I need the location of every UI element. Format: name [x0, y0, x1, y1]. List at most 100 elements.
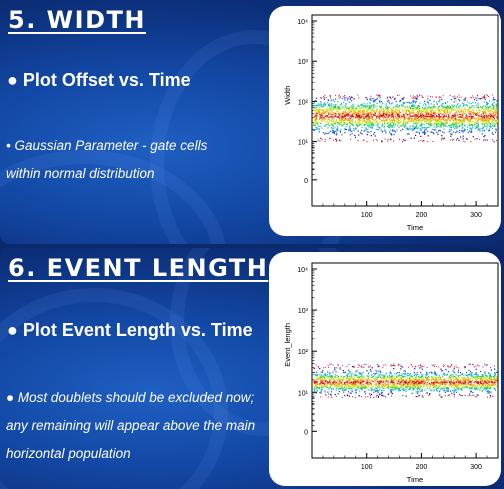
- scatter-point: [330, 116, 332, 118]
- scatter-point: [323, 96, 325, 98]
- scatter-point: [426, 379, 428, 381]
- scatter-point: [396, 372, 398, 374]
- scatter-point: [485, 114, 487, 117]
- scatter-point: [420, 122, 422, 124]
- scatter-point: [416, 95, 418, 97]
- scatter-point: [351, 130, 353, 132]
- scatter-point: [443, 119, 445, 122]
- scatter-point: [478, 116, 480, 118]
- scatter-point: [366, 383, 368, 385]
- scatter-point: [473, 394, 475, 396]
- scatter-point: [354, 111, 357, 113]
- scatter-point: [413, 137, 415, 139]
- scatter-point: [418, 380, 420, 382]
- scatter-point: [398, 383, 401, 385]
- scatter-point: [363, 379, 365, 381]
- scatter-point: [443, 110, 445, 112]
- scatter-point: [391, 365, 393, 367]
- scatter-point: [433, 373, 435, 375]
- scatter-point: [390, 385, 392, 387]
- scatter-point: [347, 383, 349, 385]
- scatter-point: [481, 120, 483, 122]
- scatter-point: [344, 382, 346, 384]
- scatter-point: [447, 388, 450, 390]
- scatter-point: [354, 397, 356, 399]
- scatter-point: [404, 118, 406, 120]
- scatter-point: [415, 396, 417, 398]
- scatter-point: [359, 380, 361, 382]
- scatter-point: [416, 108, 418, 110]
- scatter-point: [455, 385, 457, 387]
- scatter-point: [369, 116, 371, 118]
- scatter-point: [320, 377, 322, 379]
- scatter-point: [316, 382, 318, 385]
- scatter-point: [415, 385, 417, 387]
- scatter-point: [450, 119, 452, 121]
- scatter-point: [379, 95, 381, 97]
- scatter-point: [358, 108, 361, 110]
- scatter-point: [327, 381, 329, 383]
- scatter-point: [349, 385, 351, 387]
- scatter-point: [422, 386, 424, 388]
- scatter-point: [344, 115, 347, 117]
- scatter-point: [458, 107, 460, 110]
- scatter-point: [391, 113, 393, 116]
- scatter-point: [447, 108, 449, 110]
- scatter-point: [358, 112, 360, 114]
- scatter-point: [411, 386, 413, 388]
- scatter-point: [360, 379, 362, 381]
- scatter-point: [441, 123, 443, 125]
- scatter-point: [321, 375, 323, 377]
- scatter-point: [494, 374, 496, 376]
- scatter-point: [495, 379, 497, 381]
- scatter-point: [347, 108, 349, 110]
- scatter-point: [365, 387, 367, 389]
- scatter-point: [333, 121, 335, 123]
- scatter-point: [403, 116, 405, 118]
- scatter-point: [391, 383, 394, 385]
- scatter-point: [319, 116, 321, 118]
- scatter-point: [471, 372, 473, 374]
- scatter-point: [387, 106, 389, 108]
- scatter-point: [370, 98, 372, 100]
- scatter-point: [367, 110, 369, 112]
- scatter-point: [378, 393, 381, 395]
- scatter-point: [443, 365, 445, 367]
- scatter-point: [348, 363, 350, 365]
- scatter-point: [483, 380, 486, 382]
- scatter-point: [337, 122, 339, 124]
- scatter-point: [477, 102, 479, 104]
- scatter-point: [328, 381, 330, 383]
- scatter-point: [346, 374, 348, 376]
- scatter-point: [417, 113, 419, 115]
- scatter-point: [470, 112, 472, 115]
- scatter-point: [400, 100, 402, 102]
- scatter-point: [387, 122, 389, 124]
- scatter-point: [416, 114, 418, 116]
- scatter-point: [370, 383, 373, 385]
- scatter-point: [376, 122, 378, 124]
- scatter-point: [436, 118, 438, 120]
- scatter-point: [383, 384, 385, 386]
- scatter-point: [446, 374, 448, 376]
- scatter-point: [381, 387, 383, 389]
- scatter-point: [458, 113, 460, 116]
- scatter-point: [435, 376, 437, 378]
- scatter-point: [448, 117, 450, 120]
- scatter-point: [394, 115, 396, 117]
- scatter-point: [440, 97, 442, 99]
- scatter-point: [338, 388, 340, 390]
- scatter-point: [435, 96, 437, 98]
- scatter-point: [450, 123, 452, 125]
- scatter-point: [343, 389, 345, 391]
- scatter-point: [456, 105, 458, 107]
- scatter-point: [428, 376, 430, 379]
- scatter-point: [424, 112, 426, 114]
- scatter-point: [335, 134, 337, 136]
- scatter-point: [431, 96, 433, 98]
- scatter-point: [347, 391, 350, 393]
- scatter-point: [361, 381, 363, 383]
- scatter-point: [463, 367, 465, 369]
- scatter-point: [477, 126, 479, 128]
- scatter-point: [445, 390, 447, 392]
